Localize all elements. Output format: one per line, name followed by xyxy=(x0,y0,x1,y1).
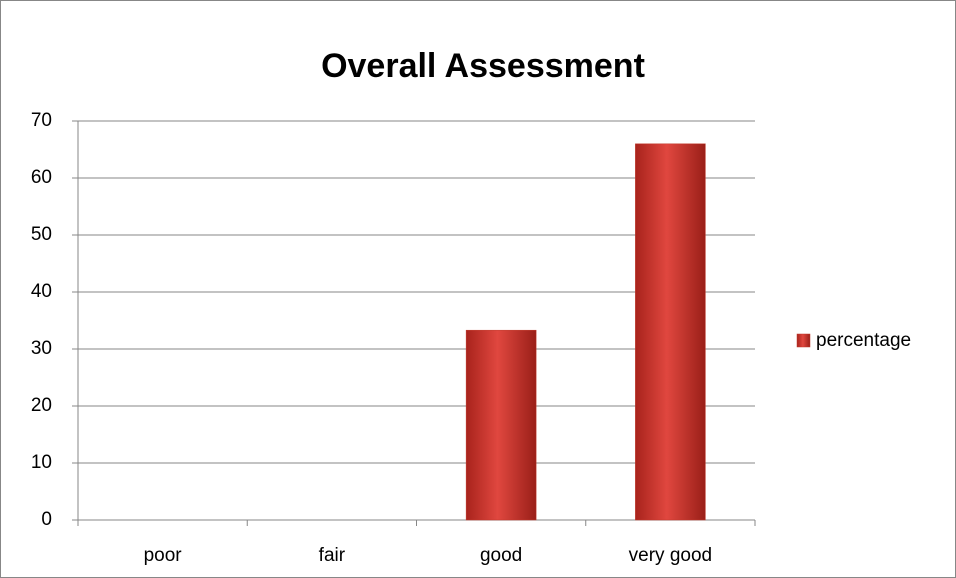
y-tick-label: 50 xyxy=(31,224,52,245)
y-tick-label: 70 xyxy=(31,110,52,131)
y-tick-label: 40 xyxy=(31,281,52,302)
y-tick-label: 30 xyxy=(31,338,52,359)
y-tick-label: 20 xyxy=(31,395,52,416)
x-tick-label: very good xyxy=(629,545,712,566)
bar xyxy=(635,143,706,521)
x-tick-label: poor xyxy=(144,545,183,566)
chart-title: Overall Assessment xyxy=(321,47,645,85)
y-tick-label: 60 xyxy=(31,167,52,188)
x-tick-label: good xyxy=(480,545,522,566)
y-tick-label: 0 xyxy=(41,509,52,530)
x-tick-label: fair xyxy=(319,545,346,566)
y-tick-label: 10 xyxy=(31,452,52,473)
bar xyxy=(465,329,537,521)
legend-swatch xyxy=(796,333,811,348)
legend-label: percentage xyxy=(816,330,911,351)
